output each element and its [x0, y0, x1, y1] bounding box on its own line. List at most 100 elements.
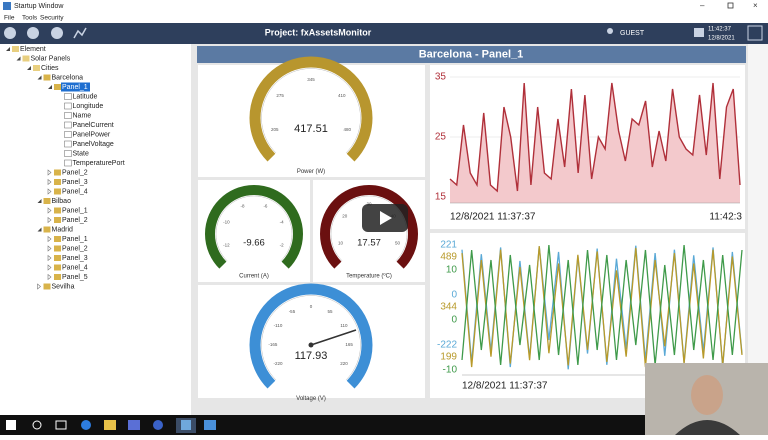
home-button[interactable]: [4, 27, 16, 39]
gauge-tick-label: -6: [263, 204, 267, 209]
tree-node[interactable]: Name: [73, 112, 92, 119]
y-tick-label: 221: [440, 240, 457, 251]
presenter-face: [691, 375, 723, 415]
tree-node[interactable]: TemperaturePort: [73, 160, 125, 167]
gauge-tick-label: 20: [342, 214, 348, 219]
play-icon: [380, 211, 392, 225]
property-icon: [64, 102, 72, 110]
tree-node[interactable]: Panel_1: [62, 236, 88, 243]
y-tick-label: 15: [435, 192, 447, 203]
tree-node[interactable]: PanelCurrent: [73, 122, 114, 129]
expander[interactable]: [48, 85, 52, 89]
tree-node[interactable]: Panel_2: [62, 169, 88, 176]
tree-node[interactable]: Solar Panels: [31, 55, 71, 62]
menu-item[interactable]: Security: [40, 15, 64, 22]
chart-button[interactable]: [73, 27, 87, 39]
folder-icon: [43, 226, 51, 233]
folder-icon: [54, 84, 61, 90]
expander[interactable]: [16, 56, 21, 61]
close[interactable]: ×: [753, 1, 758, 10]
edge-icon[interactable]: [81, 420, 91, 430]
tree-node[interactable]: Panel_3: [62, 255, 88, 262]
folder-icon: [43, 198, 51, 204]
gauge-tick-label: -12: [223, 243, 230, 248]
gauge-tick-label: 275: [276, 93, 284, 98]
tree-node[interactable]: Panel_2: [62, 217, 88, 224]
menu-item[interactable]: Tools: [22, 15, 38, 22]
tree-node[interactable]: Panel_1: [62, 207, 88, 214]
tree-node[interactable]: Panel_4: [62, 188, 88, 195]
expander[interactable]: [47, 254, 52, 262]
needle-hub: [308, 342, 314, 348]
expander[interactable]: [6, 47, 10, 51]
search-button[interactable]: [32, 420, 42, 430]
scrollbar[interactable]: [748, 44, 768, 415]
gauge-card: [198, 285, 425, 398]
expander[interactable]: [37, 283, 41, 290]
tree-node[interactable]: Bilbao: [52, 198, 72, 205]
expander[interactable]: [47, 235, 52, 243]
gauge-tick-label: -2: [280, 243, 284, 248]
expander[interactable]: [47, 207, 52, 214]
expander[interactable]: [37, 227, 42, 232]
expander[interactable]: [47, 245, 52, 252]
tree-node[interactable]: PanelVoltage: [73, 141, 114, 148]
app-icon[interactable]: [128, 420, 140, 430]
tree-node[interactable]: Longitude: [73, 103, 104, 110]
expander[interactable]: [37, 75, 42, 80]
app-icon: [181, 420, 191, 430]
folder-icon: [54, 255, 61, 261]
fullscreen-button[interactable]: [747, 25, 763, 41]
minimize[interactable]: –: [700, 1, 705, 10]
explorer-icon[interactable]: [104, 420, 116, 430]
app-icon[interactable]: [153, 420, 163, 430]
y-tick-label: -10: [443, 365, 458, 376]
expander[interactable]: [47, 169, 52, 176]
tree-node[interactable]: Element: [20, 46, 46, 53]
expander[interactable]: [47, 273, 52, 281]
tree-node[interactable]: State: [73, 150, 89, 157]
tree-node[interactable]: Sevilha: [52, 283, 75, 290]
user-name[interactable]: GUEST: [620, 30, 645, 37]
tree-node[interactable]: Latitude: [73, 93, 98, 100]
expander[interactable]: [47, 216, 52, 224]
expander[interactable]: [47, 178, 52, 186]
gauge-tick-label: 10: [338, 240, 344, 245]
property-icon: [64, 131, 72, 138]
tree-node[interactable]: Barcelona: [52, 74, 84, 81]
gauge-tick-label: -110: [274, 323, 283, 328]
tree-node[interactable]: Cities: [41, 65, 59, 72]
expander[interactable]: [27, 66, 31, 70]
app-icon[interactable]: [204, 420, 216, 430]
y-tick-label: 35: [435, 72, 447, 83]
gauge-needle: [310, 329, 357, 346]
start-button[interactable]: [6, 420, 16, 430]
expander[interactable]: [47, 188, 52, 195]
info-button[interactable]: [27, 27, 39, 39]
gauge-ring: [249, 283, 373, 389]
window-title: Startup Window: [14, 3, 64, 10]
menu-item[interactable]: File: [4, 15, 15, 22]
property-icon: [64, 159, 72, 167]
gauge-tick-label: 0: [310, 304, 313, 309]
gauge-ring: [205, 185, 303, 269]
tree-node[interactable]: Madrid: [52, 226, 74, 233]
folder-icon: [54, 236, 61, 242]
gauge-tick-label: 165: [345, 342, 353, 347]
tree-node[interactable]: Panel_5: [62, 274, 88, 281]
gauge-tick-label: -10: [223, 220, 230, 225]
tree-node[interactable]: PanelPower: [73, 131, 111, 138]
folder-icon: [54, 274, 61, 280]
gauge-value: 117.93: [295, 350, 328, 362]
gauge-tick-label: 55: [328, 309, 334, 314]
tree-node[interactable]: Panel_1: [62, 84, 88, 91]
maximize[interactable]: [727, 2, 734, 9]
expander[interactable]: [37, 199, 42, 203]
calendar-icon: [694, 28, 704, 37]
expander[interactable]: [47, 264, 52, 271]
tree-node[interactable]: Panel_4: [62, 264, 88, 271]
tree-node[interactable]: Panel_2: [62, 245, 88, 252]
tree-node[interactable]: Panel_3: [62, 179, 88, 186]
task-view[interactable]: [55, 420, 67, 430]
globe-button[interactable]: [51, 27, 63, 39]
